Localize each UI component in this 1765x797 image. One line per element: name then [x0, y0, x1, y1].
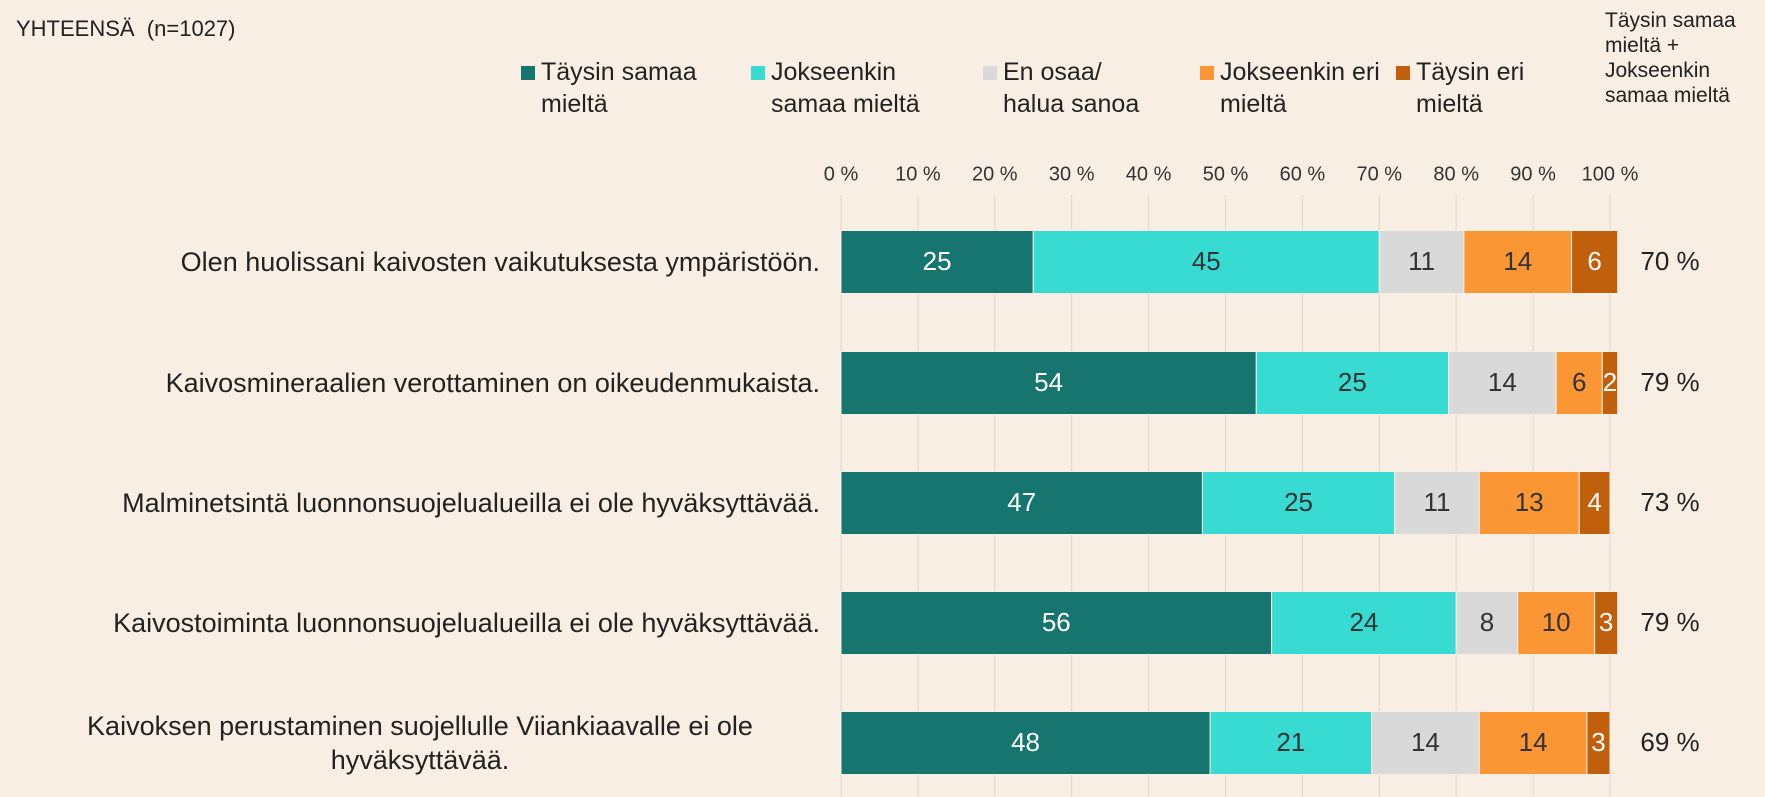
- data-label: 3: [1599, 607, 1613, 637]
- bar-segment: [1394, 471, 1480, 535]
- bar-segment: [1478, 471, 1580, 535]
- data-label: 45: [1192, 246, 1221, 276]
- data-label: 21: [1276, 727, 1305, 757]
- category-label: Olen huolissani kaivosten vaikutuksesta …: [180, 247, 820, 277]
- total-label: 70 %: [1640, 246, 1699, 276]
- legend-swatch: [983, 66, 997, 80]
- data-label: 14: [1411, 727, 1440, 757]
- data-label: 8: [1480, 607, 1494, 637]
- category-label: Kaivoksen perustaminen suojellulle Viian…: [87, 711, 753, 775]
- bar-segment: [1448, 351, 1557, 415]
- data-label: 2: [1603, 367, 1617, 397]
- bar-segment: [1271, 591, 1457, 655]
- x-tick-label: 90 %: [1510, 163, 1556, 185]
- x-tick-label: 20 %: [972, 163, 1018, 185]
- bar-segment: [1571, 230, 1619, 294]
- x-tick-label: 10 %: [895, 163, 941, 185]
- data-label: 6: [1572, 367, 1586, 397]
- bar-segment: [840, 230, 1034, 294]
- bar-segment: [840, 591, 1273, 655]
- bar-segment: [840, 711, 1211, 775]
- data-label: 54: [1034, 367, 1063, 397]
- bar-segment: [1517, 591, 1596, 655]
- x-tick-label: 100 %: [1582, 163, 1639, 185]
- data-label: 24: [1349, 607, 1378, 637]
- legend-swatch: [1200, 66, 1214, 80]
- data-label: 3: [1591, 727, 1605, 757]
- legend-label: Täysin eri mieltä: [1416, 58, 1525, 118]
- bar-segment: [1371, 711, 1480, 775]
- bar-segment: [1255, 351, 1450, 415]
- data-label: 10: [1542, 607, 1571, 637]
- bar-segment: [1578, 471, 1611, 535]
- data-label: 14: [1519, 727, 1548, 757]
- chart-title: YHTEENSÄ (n=1027): [16, 16, 236, 41]
- category-label: Kaivostoiminta luonnonsuojelualueilla ei…: [113, 608, 820, 638]
- total-label: 73 %: [1640, 487, 1699, 517]
- data-label: 48: [1011, 727, 1040, 757]
- legend-label: En osaa/ halua sanoa: [1003, 58, 1140, 118]
- bar-segment: [1601, 351, 1619, 415]
- bar-segment: [1478, 711, 1588, 775]
- data-label: 6: [1587, 246, 1601, 276]
- data-label: 25: [923, 246, 952, 276]
- legend-label: Jokseenkin eri mieltä: [1220, 58, 1380, 118]
- data-label: 14: [1488, 367, 1517, 397]
- x-tick-label: 80 %: [1433, 163, 1479, 185]
- data-label: 14: [1503, 246, 1532, 276]
- data-label: 4: [1587, 487, 1601, 517]
- legend-swatch: [1396, 66, 1410, 80]
- bar-segment: [1594, 591, 1619, 655]
- bar-segment: [1201, 471, 1396, 535]
- bar-segment: [1209, 711, 1373, 775]
- totals-header: Täysin samaa mieltä + Jokseenkin samaa m…: [1605, 9, 1736, 107]
- bar-segment: [840, 351, 1257, 415]
- data-label: 56: [1042, 607, 1071, 637]
- bar-segment: [1463, 230, 1573, 294]
- legend-swatch: [751, 66, 765, 80]
- category-label: Kaivosmineraalien verottaminen on oikeud…: [165, 368, 820, 398]
- x-tick-label: 40 %: [1126, 163, 1172, 185]
- x-tick-label: 0 %: [824, 163, 859, 185]
- legend-label: Täysin samaa mieltä: [541, 58, 697, 118]
- total-label: 69 %: [1640, 727, 1699, 757]
- x-tick-label: 70 %: [1357, 163, 1403, 185]
- data-label: 25: [1338, 367, 1367, 397]
- total-label: 79 %: [1640, 607, 1699, 637]
- x-tick-label: 50 %: [1203, 163, 1249, 185]
- data-label: 47: [1007, 487, 1036, 517]
- data-label: 11: [1423, 487, 1450, 517]
- data-label: 25: [1284, 487, 1313, 517]
- legend-label: Jokseenkin samaa mieltä: [771, 58, 920, 118]
- data-label: 13: [1515, 487, 1544, 517]
- legend-swatch: [521, 66, 535, 80]
- x-tick-label: 30 %: [1049, 163, 1095, 185]
- category-label: Malminetsintä luonnonsuojelualueilla ei …: [122, 488, 820, 518]
- bar-segment: [1586, 711, 1611, 775]
- bar-segment: [1555, 351, 1603, 415]
- bar-segment: [1032, 230, 1380, 294]
- data-label: 11: [1408, 246, 1435, 276]
- bar-segment: [840, 471, 1203, 535]
- total-label: 79 %: [1640, 367, 1699, 397]
- x-tick-label: 60 %: [1280, 163, 1326, 185]
